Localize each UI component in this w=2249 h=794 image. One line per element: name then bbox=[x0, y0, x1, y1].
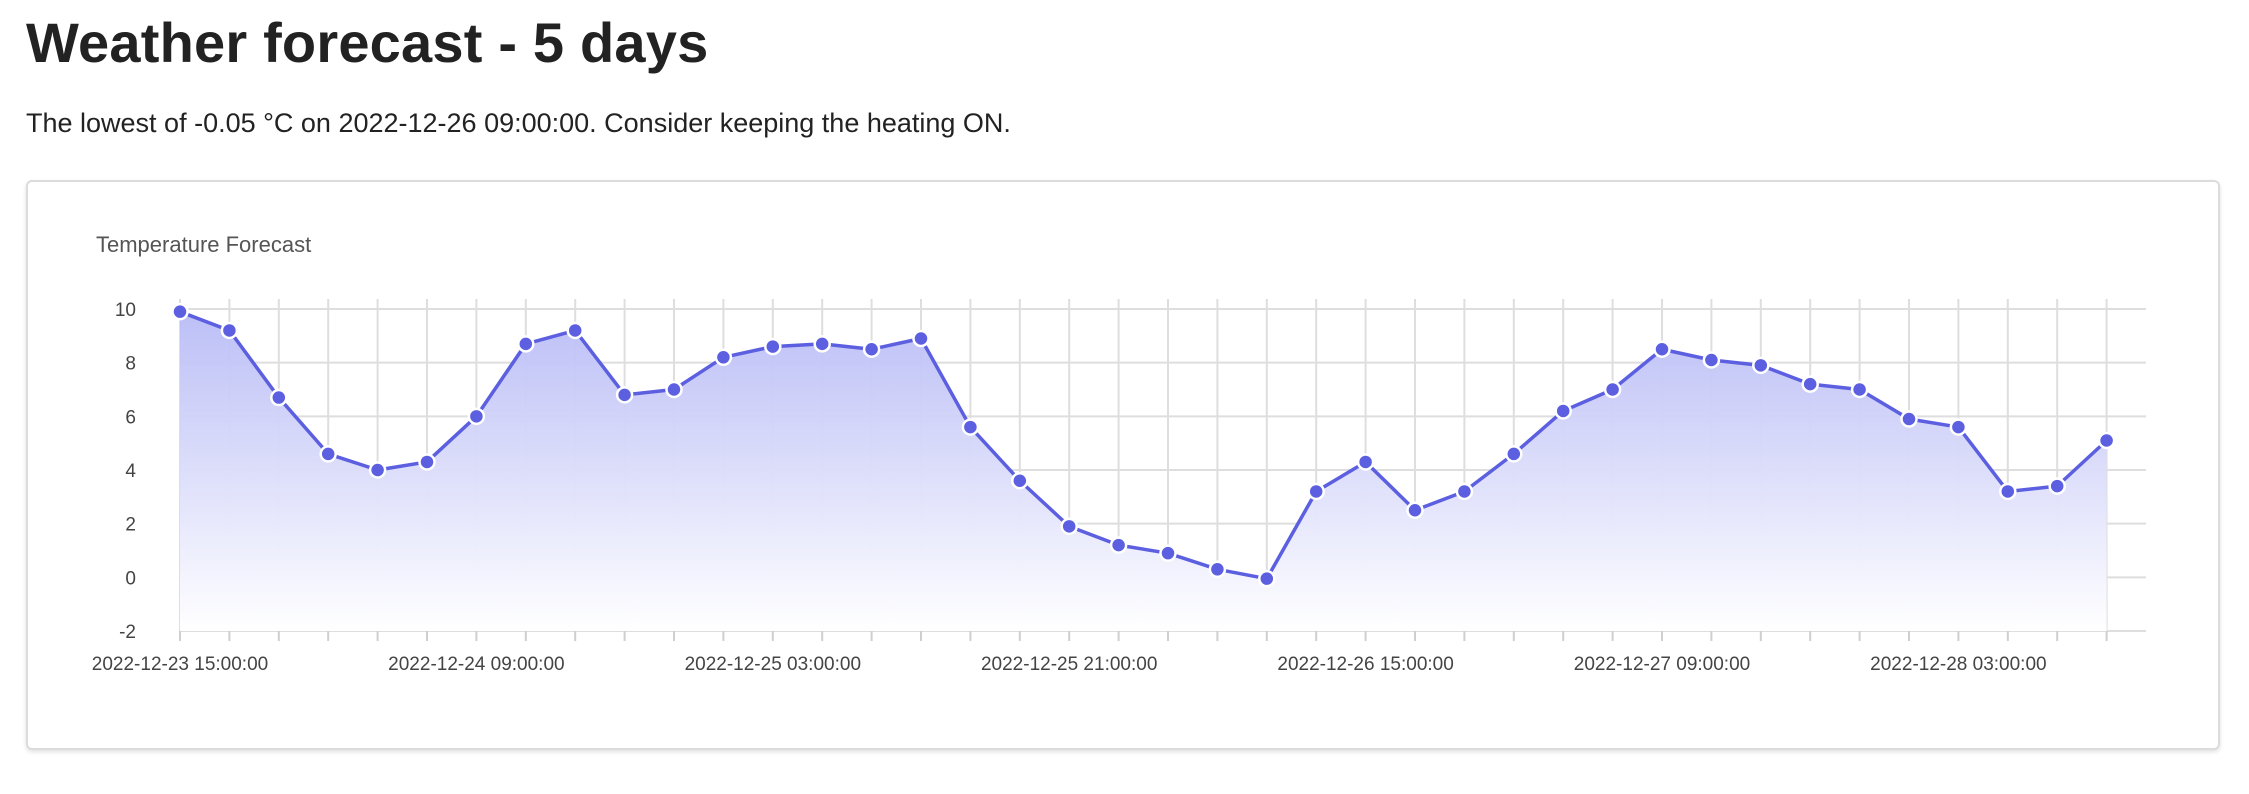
y-tick-label: 2 bbox=[125, 515, 136, 536]
x-tick-label: 2022-12-25 03:00:00 bbox=[685, 654, 861, 675]
x-tick-label: 2022-12-28 03:00:00 bbox=[1870, 654, 2046, 675]
data-point bbox=[1307, 482, 1325, 501]
y-tick-label: -2 bbox=[119, 622, 136, 643]
x-tick-label: 2022-12-26 15:00:00 bbox=[1277, 654, 1453, 675]
data-point bbox=[961, 418, 980, 436]
data-point bbox=[566, 321, 584, 340]
x-tick-label: 2022-12-23 15:00:00 bbox=[92, 654, 268, 675]
data-point bbox=[1356, 453, 1375, 471]
chart-card: Temperature Forecast -2 0 2 4 6 8 10 2022-12-23… bbox=[26, 180, 2220, 750]
data-point bbox=[368, 461, 387, 479]
x-tick-label: 2022-12-25 21:00:00 bbox=[981, 654, 1157, 675]
data-point bbox=[1653, 340, 1671, 358]
chart-title: Temperature Forecast bbox=[96, 232, 312, 257]
y-tick-label: 0 bbox=[125, 568, 136, 589]
data-point bbox=[418, 453, 436, 471]
data-point bbox=[1109, 536, 1128, 554]
x-tick-label: 2022-12-24 09:00:00 bbox=[388, 654, 564, 675]
data-point bbox=[1702, 351, 1721, 369]
x-tick-label: 2022-12-27 09:00:00 bbox=[1574, 654, 1750, 675]
temperature-line bbox=[179, 310, 2108, 581]
temperature-chart: -2 0 2 4 6 8 10 2022-12-23 15:00:00 2022-12-24 0… bbox=[92, 299, 2146, 675]
data-point bbox=[319, 445, 337, 463]
y-tick-label: 4 bbox=[125, 461, 136, 482]
data-point bbox=[171, 302, 189, 321]
data-point bbox=[517, 335, 535, 353]
data-point bbox=[270, 388, 288, 407]
data-point bbox=[862, 340, 881, 358]
data-point bbox=[1850, 380, 1869, 399]
data-point bbox=[1455, 482, 1474, 501]
data-point bbox=[1900, 410, 1918, 428]
data-point bbox=[1752, 356, 1770, 375]
data-point bbox=[1801, 375, 1819, 393]
data-point bbox=[220, 321, 239, 340]
y-tick-label: 10 bbox=[115, 300, 136, 321]
data-point bbox=[467, 407, 486, 426]
page-title: Weather forecast - 5 days bbox=[26, 11, 709, 74]
data-point bbox=[1258, 569, 1276, 588]
data-point bbox=[1060, 517, 1078, 536]
data-point bbox=[1406, 501, 1424, 519]
data-point bbox=[1603, 380, 1622, 399]
data-point bbox=[764, 337, 782, 356]
data-point bbox=[1011, 471, 1029, 490]
y-tick-label: 6 bbox=[125, 407, 136, 428]
data-point bbox=[2097, 431, 2116, 450]
temperature-area bbox=[180, 311, 2107, 631]
data-point bbox=[665, 380, 683, 399]
data-point bbox=[1505, 445, 1523, 463]
y-tick-label: 8 bbox=[125, 354, 136, 375]
data-point bbox=[714, 348, 733, 367]
data-point bbox=[912, 329, 930, 348]
data-point bbox=[813, 335, 831, 353]
data-point bbox=[1554, 402, 1572, 420]
lowest-temperature-summary: The lowest of -0.05 °C on 2022-12-26 09:… bbox=[26, 108, 1011, 138]
data-point bbox=[1999, 482, 2017, 501]
data-point bbox=[1208, 560, 1227, 579]
data-point bbox=[1159, 544, 1177, 562]
data-point bbox=[1949, 418, 1968, 436]
data-point bbox=[2048, 477, 2066, 495]
data-point bbox=[615, 386, 634, 404]
